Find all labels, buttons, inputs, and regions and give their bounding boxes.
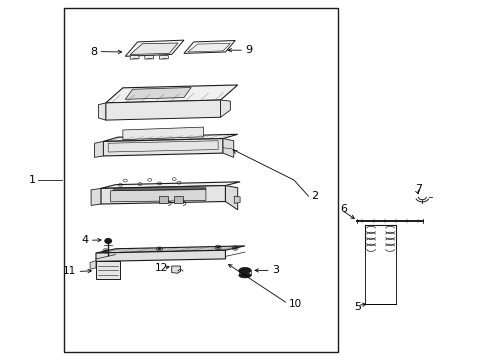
Polygon shape (123, 127, 203, 140)
Polygon shape (184, 41, 235, 53)
Polygon shape (220, 100, 230, 117)
Polygon shape (125, 40, 184, 56)
Polygon shape (145, 55, 154, 59)
Polygon shape (225, 185, 238, 210)
Polygon shape (96, 246, 245, 253)
Text: 1: 1 (29, 175, 36, 185)
Polygon shape (159, 196, 168, 203)
Polygon shape (130, 55, 139, 59)
Text: 12: 12 (155, 263, 168, 273)
Polygon shape (106, 85, 238, 103)
Polygon shape (98, 103, 106, 120)
Polygon shape (111, 189, 206, 202)
Polygon shape (101, 182, 240, 188)
Polygon shape (96, 261, 121, 279)
Polygon shape (172, 266, 180, 273)
Text: 3: 3 (272, 265, 279, 275)
Text: 8: 8 (90, 46, 98, 57)
Text: 4: 4 (81, 235, 89, 245)
Polygon shape (159, 55, 168, 59)
Polygon shape (234, 196, 240, 203)
Text: 10: 10 (289, 299, 302, 309)
Polygon shape (223, 139, 234, 157)
Polygon shape (130, 43, 178, 54)
Text: 2: 2 (311, 191, 318, 201)
Ellipse shape (239, 267, 251, 273)
Polygon shape (103, 139, 223, 156)
Text: 7: 7 (415, 184, 422, 194)
Polygon shape (188, 43, 230, 52)
Polygon shape (106, 100, 220, 120)
Circle shape (234, 247, 237, 249)
Polygon shape (174, 196, 183, 203)
Polygon shape (96, 250, 225, 261)
Circle shape (105, 238, 112, 243)
Circle shape (104, 250, 107, 252)
Polygon shape (103, 134, 238, 141)
Text: 9: 9 (245, 45, 252, 55)
Circle shape (217, 246, 220, 248)
Polygon shape (101, 185, 225, 204)
Text: 5: 5 (354, 302, 361, 312)
Bar (64, 8, 338, 352)
Polygon shape (125, 87, 191, 99)
Text: 6: 6 (340, 204, 347, 215)
Circle shape (158, 248, 161, 250)
Polygon shape (90, 261, 96, 269)
Ellipse shape (239, 273, 251, 278)
Polygon shape (91, 188, 101, 206)
Polygon shape (95, 141, 103, 157)
Text: 11: 11 (63, 266, 76, 276)
